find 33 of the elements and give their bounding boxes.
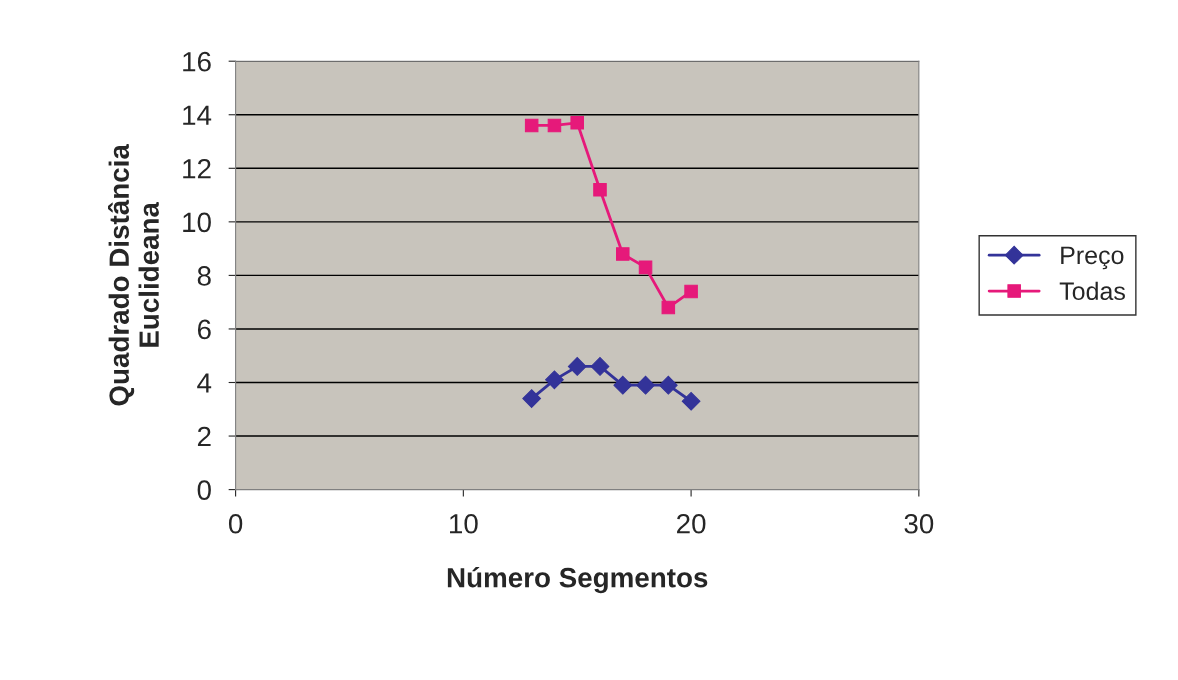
point — [658, 375, 678, 395]
y-tick-label: 16 — [183, 51, 211, 72]
x-tick-label: 30 — [904, 513, 934, 534]
point — [545, 370, 564, 390]
y-axis-title: Quadrado Distância Euclideana — [108, 144, 159, 406]
y-tick-label: 6 — [197, 319, 211, 340]
point — [636, 375, 655, 395]
point — [616, 247, 630, 261]
x-tick-label: 20 — [677, 513, 706, 534]
x-axis-title: Número Segmentos — [447, 566, 708, 594]
x-tick-label: 0 — [228, 513, 243, 534]
point — [567, 357, 587, 376]
point — [522, 389, 542, 408]
legend-label: Preço — [1061, 246, 1124, 270]
point — [638, 260, 653, 275]
point — [681, 391, 701, 411]
y-tick-label: 0 — [197, 480, 211, 500]
y-tick-label: 10 — [183, 212, 211, 233]
point — [570, 116, 584, 130]
y-tick-label: 14 — [183, 105, 212, 125]
point — [524, 118, 539, 133]
point — [547, 118, 562, 133]
point — [661, 300, 676, 315]
y-tick-label: 12 — [183, 158, 211, 179]
point — [593, 182, 607, 197]
y-tick-label: 4 — [197, 373, 212, 393]
legend-label: Todas — [1059, 281, 1125, 301]
y-tick-label: 2 — [197, 426, 211, 447]
point — [613, 375, 633, 395]
x-tick-label: 10 — [450, 513, 478, 534]
y-tick-label: 8 — [197, 266, 211, 286]
point — [684, 284, 698, 299]
point — [590, 357, 610, 376]
